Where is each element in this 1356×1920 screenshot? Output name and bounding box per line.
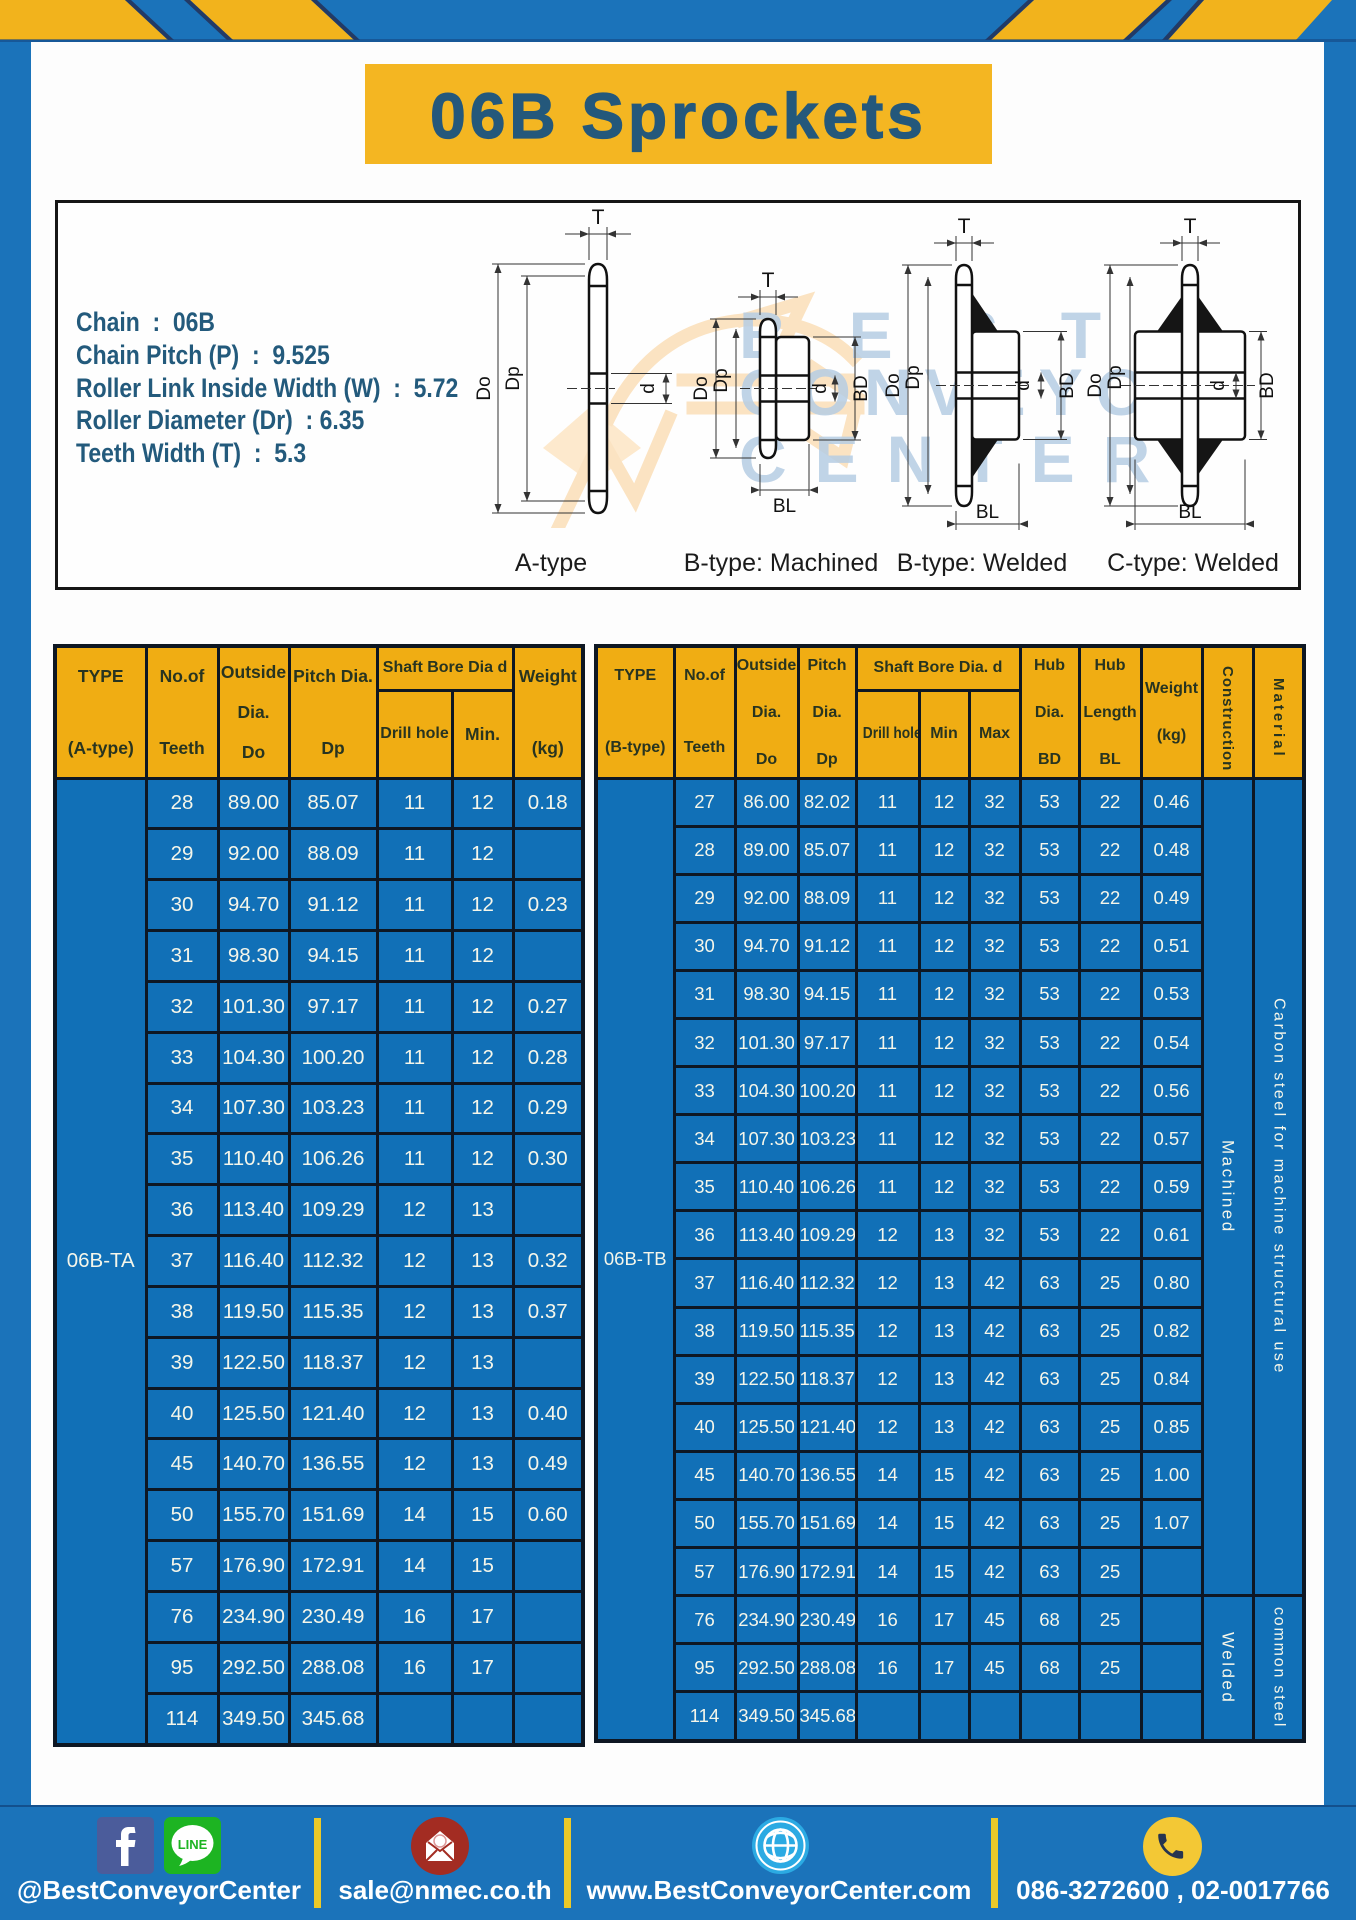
svg-text:Dp: Dp <box>711 368 732 392</box>
svg-text:BL: BL <box>976 502 999 523</box>
svg-text:Do: Do <box>691 376 712 400</box>
svg-text:d: d <box>1013 380 1034 391</box>
svg-text:Do: Do <box>474 376 495 400</box>
svg-text:d: d <box>810 383 831 394</box>
svg-text:Dp: Dp <box>503 366 524 390</box>
svg-text:T: T <box>762 269 775 292</box>
svg-text:T: T <box>592 206 605 229</box>
svg-text:LINE: LINE <box>178 1837 208 1852</box>
svg-text:Do: Do <box>883 373 904 397</box>
svg-text:d: d <box>1208 380 1229 391</box>
svg-text:Dp: Dp <box>1105 365 1126 389</box>
svg-text:BD: BD <box>1257 372 1278 398</box>
svg-text:BL: BL <box>773 496 796 517</box>
svg-text:T: T <box>958 215 971 238</box>
svg-text:T: T <box>1184 215 1197 238</box>
svg-text:BD: BD <box>1057 372 1078 398</box>
svg-text:BL: BL <box>1178 502 1201 523</box>
svg-text:Do: Do <box>1085 373 1106 397</box>
svg-text:BD: BD <box>851 375 872 401</box>
svg-text:d: d <box>638 383 659 394</box>
svg-text:Dp: Dp <box>903 365 924 389</box>
